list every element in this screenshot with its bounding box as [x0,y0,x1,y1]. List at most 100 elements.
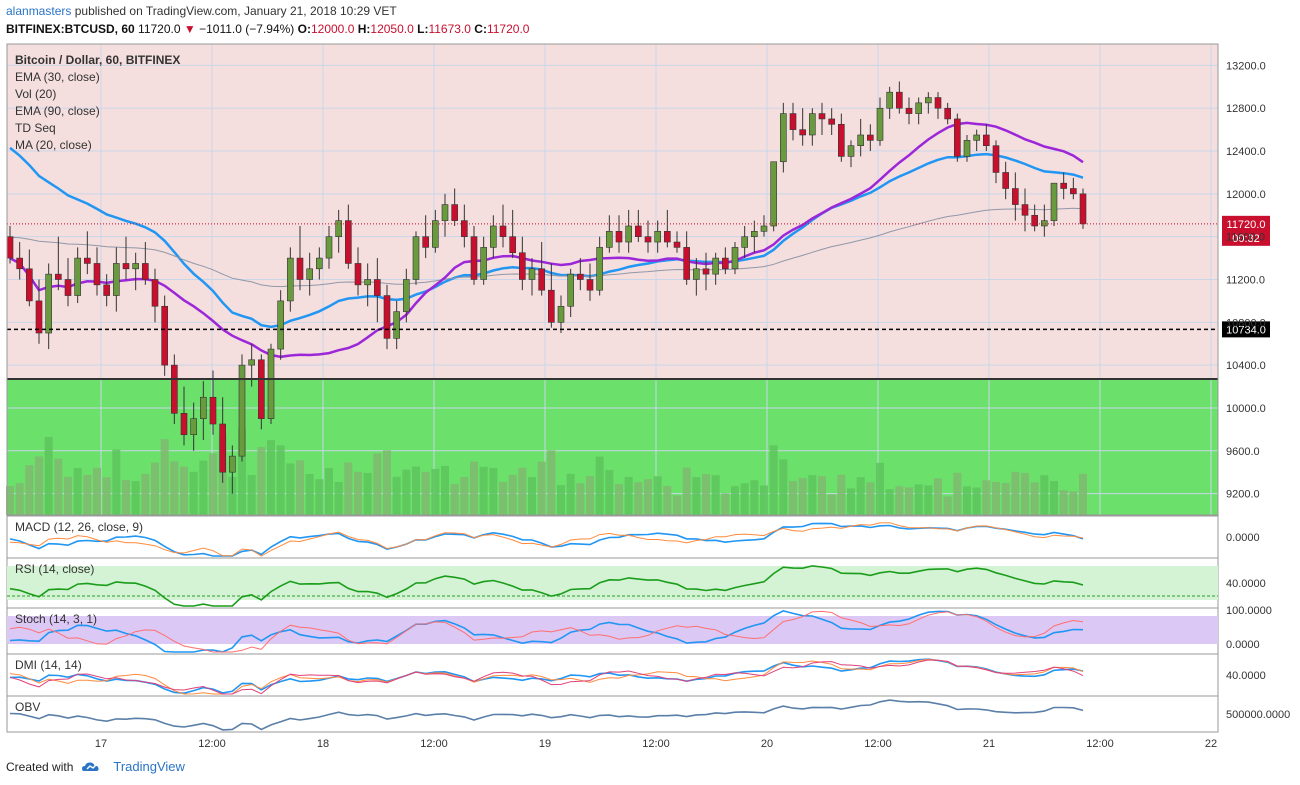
volume-bar [895,486,904,515]
volume-bar [383,450,391,515]
time-tick-label: 22 [1205,738,1217,750]
candle-up [325,236,333,259]
open-label: O: [297,22,311,36]
price-tick-label: 10800.0 [1226,317,1266,329]
candle-down [934,97,942,109]
volume-bar [470,461,478,515]
candle-down [635,225,642,237]
candle-up [393,311,400,339]
volume-bar [460,476,469,515]
candle-up [741,236,748,248]
volume-bar [112,449,121,515]
candle-down [161,305,168,366]
volume-bar [518,467,527,515]
candle-down [1012,188,1019,205]
candle-up [780,113,787,163]
volume-bar [131,481,140,515]
volume-bar [489,467,498,515]
level-tag-10734 [1222,321,1270,338]
symbol-label: BITFINEX:BTCUSD, 60 [6,22,135,36]
volume-bar [576,483,585,515]
volume-bar [711,475,720,515]
price-change: −1011.0 (−7.94%) [199,22,295,36]
chart-canvas[interactable]: 10734.0 11720.0 00:32 MACD (12, 26, close,… [0,42,1300,754]
volume-bar [789,481,797,515]
candle-up [200,396,207,419]
candle-down [180,413,188,436]
ma20-line [9,121,1084,359]
volume-bar [634,482,643,515]
volume-bar [180,466,188,515]
candle-down [345,220,352,264]
candle-down [209,396,217,425]
candle-down [992,145,1000,173]
candle-down [93,263,101,286]
candle-down [171,364,178,414]
dmi-line [9,659,1084,695]
candle-down [905,107,913,114]
candle-up [973,134,980,141]
candle-up [693,268,700,280]
stoch-label: Stoch (14, 3, 1) [15,612,97,626]
macd-line [9,522,1084,557]
time-tick-label: 12:00 [420,738,448,750]
volume-bar [702,474,710,515]
macd-line [9,522,1084,557]
candles [6,81,1087,494]
moving-averages [9,121,1084,359]
rsi-line [9,565,1084,607]
candle-up [441,204,449,221]
volume-bar [102,477,111,515]
volume-bar [798,478,807,515]
candle-up [45,273,52,334]
volume-bar [64,476,72,515]
volume-bar [847,488,855,515]
candle-up [596,247,603,291]
volume-bar [15,483,24,515]
candle-down [1060,182,1067,189]
dmi-line [9,658,1084,695]
volume-bar [605,470,614,515]
volume-bar [818,476,826,515]
candle-up [132,263,139,270]
volume-bar [1021,472,1029,515]
time-tick-label: 12:00 [864,738,892,750]
stoch-band [7,616,1218,644]
volume-bar [721,493,730,515]
volume-bar [286,463,295,515]
publish-line: alanmasters published on TradingView.com… [6,4,397,18]
candle-up [625,225,632,243]
volume-bar [276,445,285,515]
candle-up [480,247,487,280]
volume-bar [25,465,34,515]
candle-up [886,91,893,109]
volume-bar [547,450,556,515]
open-value: 12000.0 [310,22,355,36]
candle-up [1050,182,1058,221]
candle-down [954,118,961,157]
candle-down [451,204,458,221]
candle-down [374,279,381,296]
price-tag [1222,215,1270,246]
candle-down [1070,188,1077,195]
obv-line [9,699,1084,731]
volume-bar [972,487,981,515]
chart-header: alanmasters published on TradingView.com… [0,0,1300,42]
tradingview-link[interactable]: TradingView [113,759,185,774]
volume-bar [151,462,159,515]
tradingview-cloud-icon [82,761,99,771]
candle-up [1041,220,1048,227]
price-tick-label: 11200.0 [1226,275,1265,287]
volume-bar [122,479,130,515]
author-link[interactable]: alanmasters [6,4,72,18]
time-tick-label: 21 [983,738,995,750]
volume-bar [653,476,662,515]
candle-up [557,305,565,323]
candle-up [654,231,661,243]
candle-down [470,236,478,280]
price-tick-label: 10400.0 [1226,360,1266,372]
legend: Bitcoin / Dollar, 60, BITFINEX EMA (30, c… [15,53,180,152]
candle-down [354,263,362,286]
obv-tick-label: 500000.0000 [1226,709,1290,721]
volume-bar [44,436,53,515]
